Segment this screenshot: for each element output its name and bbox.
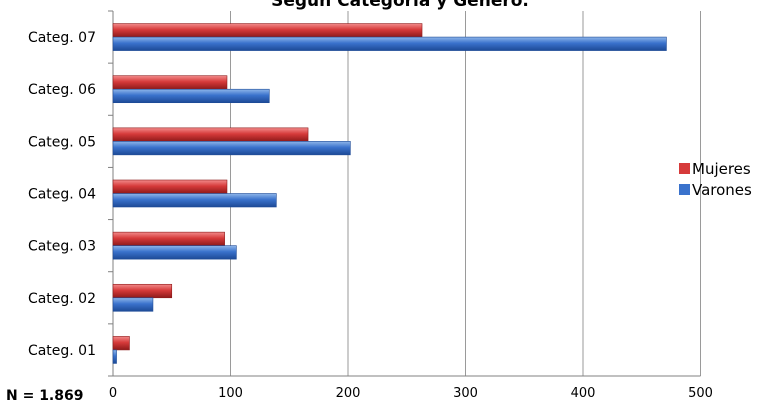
y-category-label: Categ. 06 <box>28 82 96 98</box>
y-category-label: Categ. 02 <box>28 291 96 307</box>
bar-varones <box>112 349 117 364</box>
x-tick-label: 300 <box>453 386 478 401</box>
bar-mujeres <box>112 283 173 299</box>
x-tick-label: 0 <box>109 386 117 401</box>
x-tick-label: 400 <box>571 386 596 401</box>
bar-mujeres <box>112 231 225 246</box>
legend-swatch-varones <box>679 184 690 195</box>
legend-swatch-mujeres <box>679 163 690 174</box>
bar-mujeres <box>112 179 228 194</box>
bar-varones <box>112 88 270 104</box>
bar-mujeres <box>112 75 228 90</box>
legend-label-mujeres: Mujeres <box>692 159 751 178</box>
chart-legend: Mujeres Varones <box>679 158 752 200</box>
y-category-label: Categ. 04 <box>28 187 96 203</box>
chart-title: Según Categoría y Género. <box>271 0 529 11</box>
sample-size-note: N = 1.869 <box>6 388 84 404</box>
y-category-label: Categ. 03 <box>28 239 96 255</box>
bar-varones <box>112 297 154 312</box>
bar-mujeres <box>112 127 309 142</box>
bar-varones <box>112 193 277 208</box>
y-category-label: Categ. 05 <box>28 134 96 150</box>
bar-mujeres <box>112 23 423 38</box>
bar-varones <box>112 141 351 156</box>
bar-varones <box>112 245 237 260</box>
x-tick-label: 100 <box>218 386 243 401</box>
x-tick-label: 200 <box>336 386 361 401</box>
y-category-label: Categ. 07 <box>28 30 96 46</box>
bar-mujeres <box>112 336 130 351</box>
x-tick-label: 500 <box>688 386 713 401</box>
y-category-label: Categ. 01 <box>28 343 96 359</box>
bar-varones <box>112 36 667 51</box>
legend-label-varones: Varones <box>692 180 752 199</box>
legend-item-mujeres: Mujeres <box>679 158 752 179</box>
legend-item-varones: Varones <box>679 179 752 200</box>
